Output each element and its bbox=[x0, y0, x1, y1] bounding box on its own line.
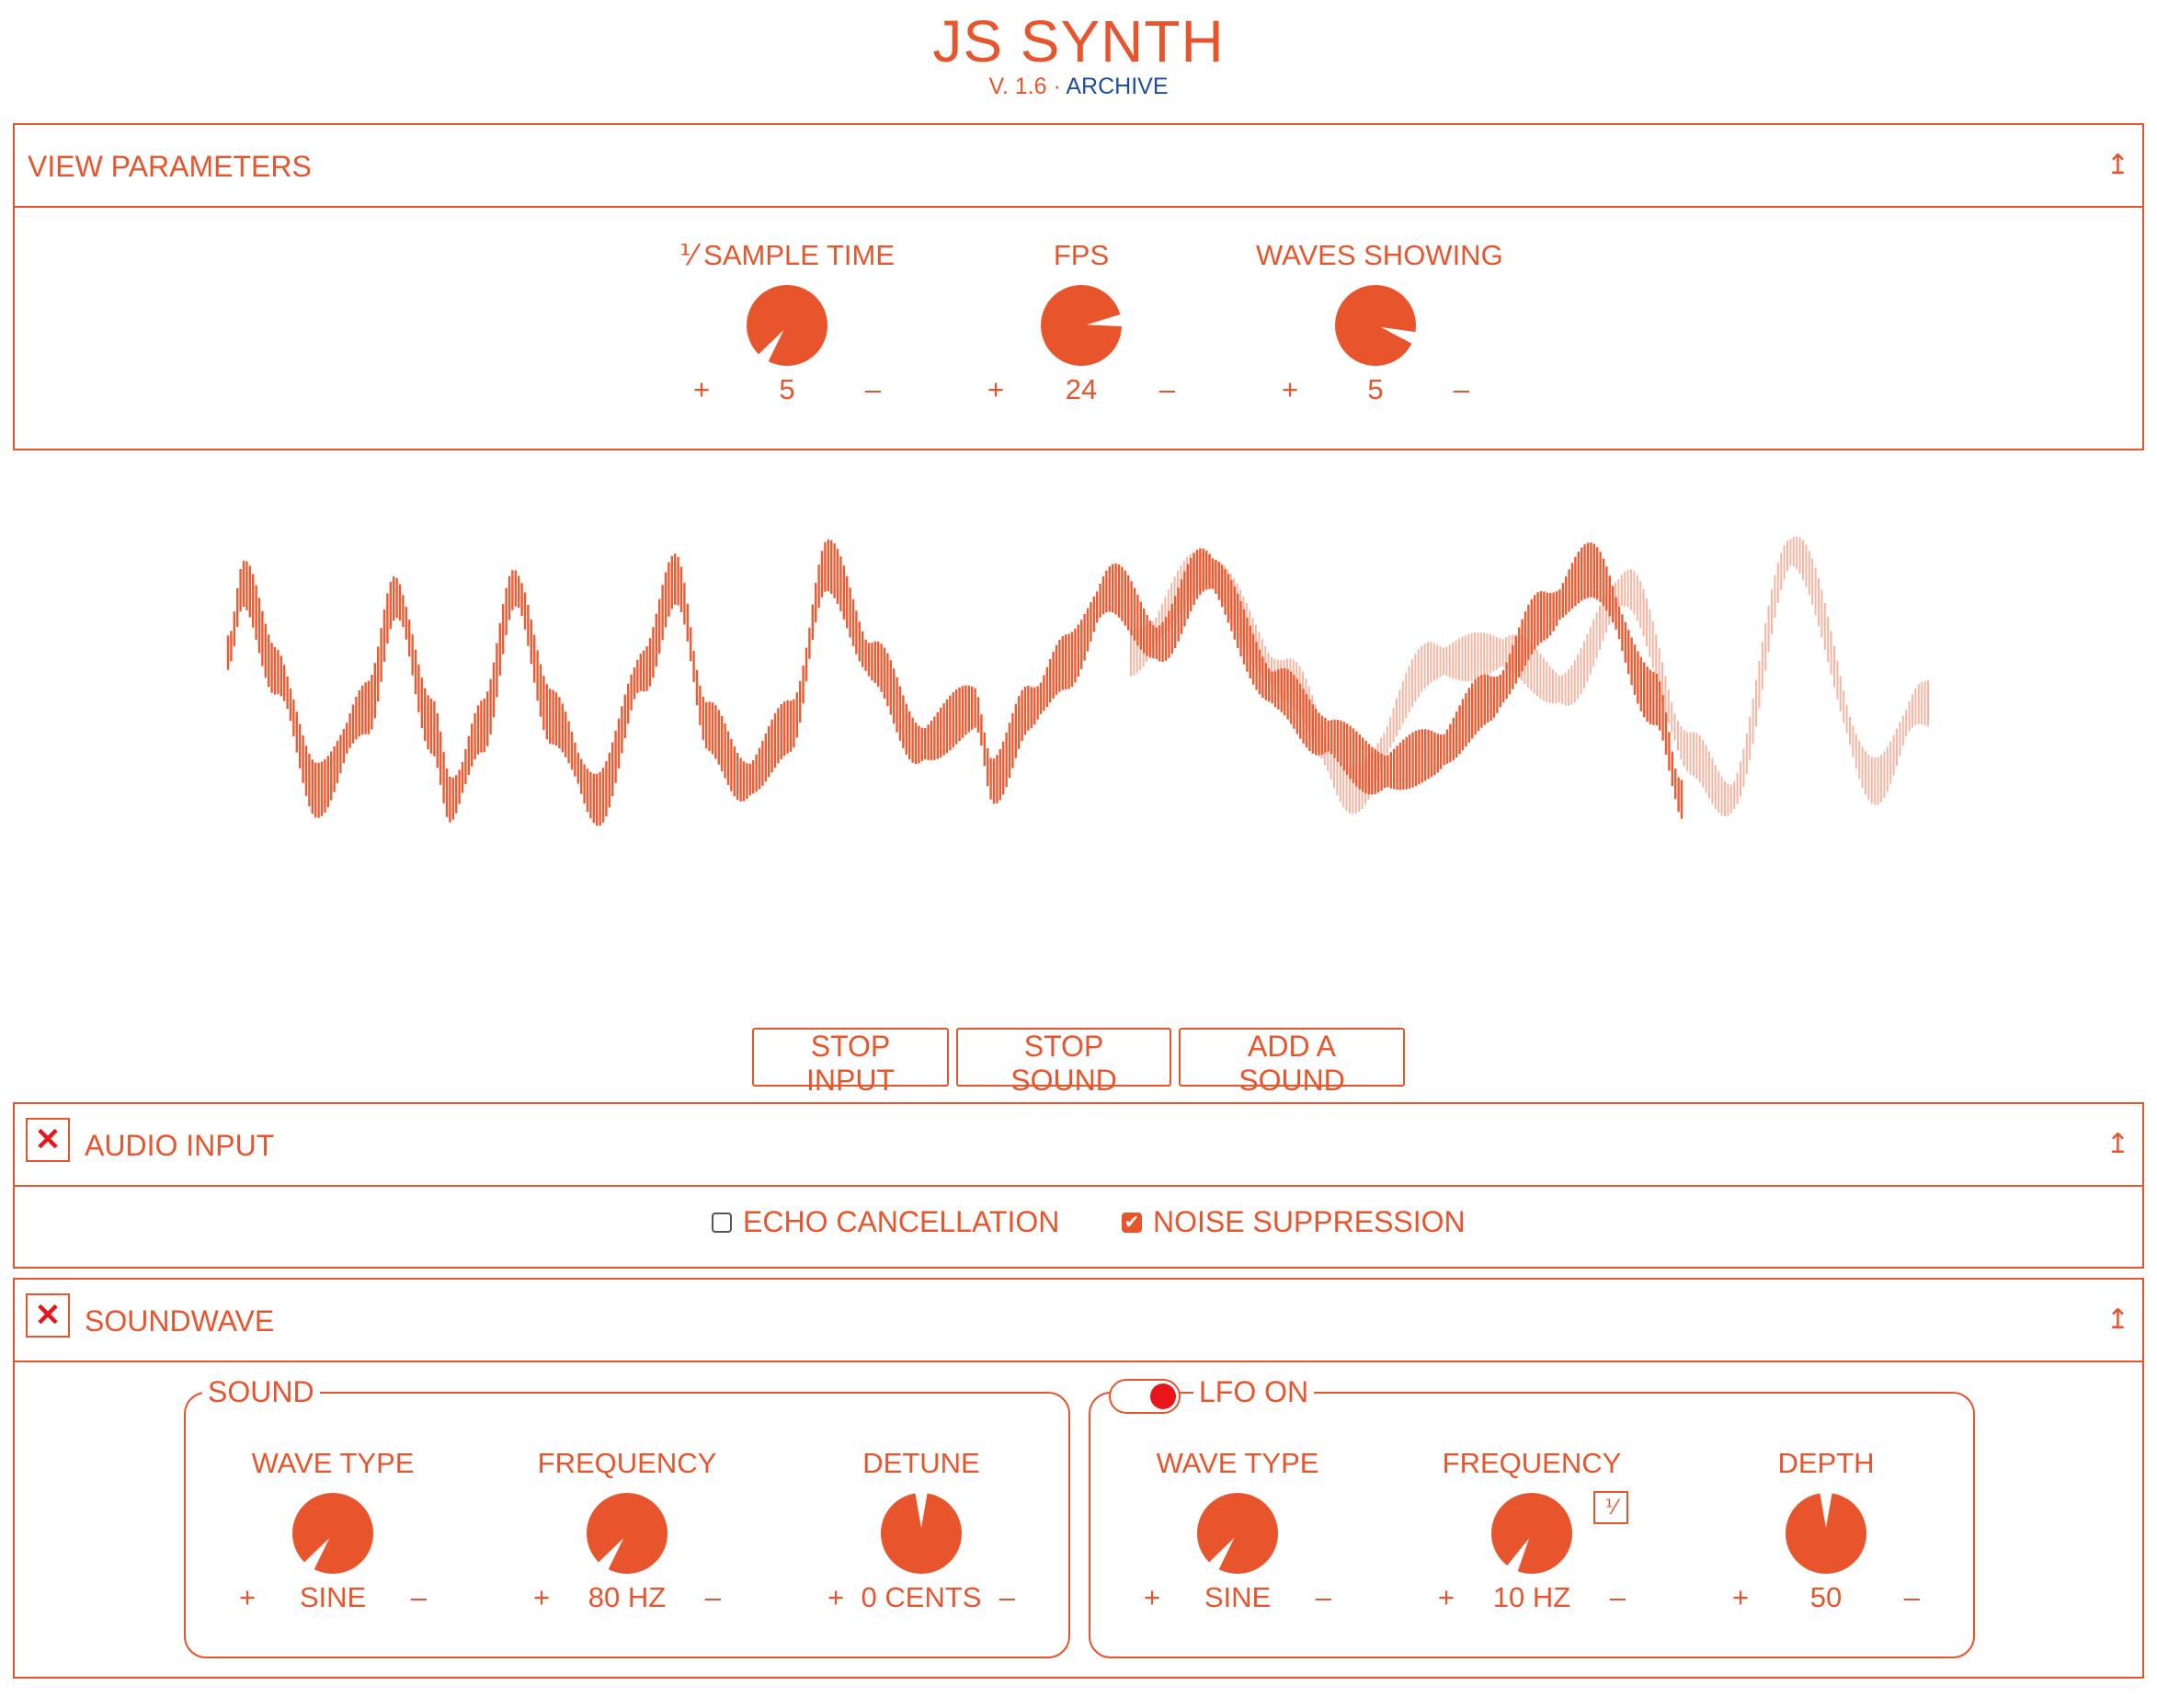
app-title: JS SYNTH bbox=[932, 8, 1225, 74]
knob-label: FPS bbox=[1053, 239, 1110, 271]
sound-frequency-control: FREQUENCY + 80 HZ – bbox=[508, 1447, 747, 1622]
decrement-button[interactable]: – bbox=[864, 373, 881, 405]
increment-button[interactable]: + bbox=[1282, 373, 1299, 405]
lfo-legend: LFO ON bbox=[1193, 1375, 1315, 1409]
view-parameters-panel: VIEW PARAMETERS ↥ ⅟ SAMPLE TIME + 5 – FP… bbox=[13, 123, 2144, 450]
fps-control: FPS + 24 – bbox=[962, 239, 1201, 414]
fps-knob[interactable] bbox=[1039, 283, 1124, 368]
sound-wave-type-knob[interactable] bbox=[291, 1491, 375, 1576]
decrement-button[interactable]: – bbox=[410, 1581, 427, 1613]
increment-button[interactable]: + bbox=[239, 1581, 257, 1613]
decrement-button[interactable]: – bbox=[704, 1581, 721, 1613]
knob-label: WAVE TYPE bbox=[251, 1447, 415, 1479]
sound-legend: SOUND bbox=[202, 1375, 320, 1409]
soundwave-title: SOUNDWAVE bbox=[85, 1304, 275, 1338]
decrement-button[interactable]: – bbox=[999, 1581, 1015, 1613]
archive-link[interactable]: ARCHIVE bbox=[1066, 74, 1169, 99]
soundwave-header[interactable]: ✕ SOUNDWAVE ↥ bbox=[15, 1280, 2142, 1362]
knob-value: 0 CENTS bbox=[861, 1581, 982, 1613]
decrement-button[interactable]: – bbox=[1315, 1581, 1331, 1613]
sound-frequency-knob[interactable] bbox=[585, 1491, 669, 1576]
stop-input-button[interactable]: STOP INPUT bbox=[752, 1028, 949, 1097]
collapse-icon[interactable]: ↥ bbox=[2106, 1304, 2129, 1335]
echo-cancellation-checkbox[interactable] bbox=[712, 1212, 732, 1233]
sample-time-knob[interactable] bbox=[745, 283, 829, 368]
waveform-display bbox=[226, 536, 1929, 826]
knob-label: DETUNE bbox=[862, 1447, 980, 1479]
sound-fieldset: SOUND bbox=[184, 1375, 1070, 1658]
audio-input-header[interactable]: ✕ AUDIO INPUT ↥ bbox=[15, 1104, 2142, 1187]
audio-input-panel: ✕ AUDIO INPUT ↥ bbox=[13, 1102, 2144, 1269]
lfo-toggle[interactable] bbox=[1109, 1379, 1181, 1414]
knob-value: 24 bbox=[1065, 373, 1098, 405]
knob-label: FREQUENCY bbox=[1442, 1447, 1622, 1479]
knob-label: DEPTH bbox=[1777, 1447, 1875, 1479]
knob-label: WAVES SHOWING bbox=[1256, 239, 1503, 271]
version-line: V. 1.6 · ARCHIVE bbox=[0, 74, 2157, 100]
waves-showing-knob[interactable] bbox=[1333, 283, 1418, 368]
lfo-frequency-knob[interactable] bbox=[1489, 1491, 1574, 1576]
sample-time-control: ⅟ SAMPLE TIME + 5 – bbox=[668, 239, 907, 414]
knob-label: FREQUENCY bbox=[537, 1447, 717, 1479]
lfo-depth-knob[interactable] bbox=[1784, 1491, 1868, 1576]
collapse-icon[interactable]: ↥ bbox=[2106, 1129, 2129, 1159]
lfo-fieldset: LFO ON bbox=[1089, 1375, 1975, 1658]
decrement-button[interactable]: – bbox=[1609, 1581, 1626, 1613]
remove-icon[interactable]: ✕ bbox=[26, 1293, 70, 1338]
increment-button[interactable]: + bbox=[1732, 1581, 1750, 1613]
echo-cancellation-option[interactable]: ECHO CANCELLATION bbox=[712, 1205, 1059, 1239]
increment-button[interactable]: + bbox=[693, 373, 711, 405]
echo-cancellation-label: ECHO CANCELLATION bbox=[743, 1205, 1060, 1238]
lfo-wave-type-knob[interactable] bbox=[1195, 1491, 1280, 1576]
sound-detune-control: DETUNE + 0 CENTS – bbox=[802, 1447, 1041, 1622]
view-parameters-title: VIEW PARAMETERS bbox=[28, 150, 312, 183]
noise-suppression-label: NOISE SUPPRESSION bbox=[1153, 1205, 1466, 1238]
knob-value: 10 HZ bbox=[1492, 1581, 1571, 1613]
decrement-button[interactable]: – bbox=[1158, 373, 1175, 405]
separator: · bbox=[1053, 74, 1061, 99]
knob-value: 80 HZ bbox=[588, 1581, 667, 1613]
remove-icon[interactable]: ✕ bbox=[26, 1118, 70, 1162]
decrement-button[interactable]: – bbox=[1903, 1581, 1920, 1613]
version-label: V. 1.6 bbox=[988, 74, 1047, 99]
knob-label: WAVE TYPE bbox=[1156, 1447, 1319, 1479]
stop-sound-button[interactable]: STOP SOUND bbox=[956, 1028, 1171, 1097]
toggle-knob bbox=[1150, 1383, 1176, 1409]
reciprocal-button[interactable]: ⅟ bbox=[1593, 1491, 1628, 1524]
increment-button[interactable]: + bbox=[1144, 1581, 1161, 1613]
knob-value: SINE bbox=[299, 1581, 367, 1613]
lfo-frequency-control: FREQUENCY + 10 HZ – bbox=[1412, 1447, 1651, 1622]
sound-wave-type-control: WAVE TYPE + SINE – bbox=[213, 1447, 452, 1622]
increment-button[interactable]: + bbox=[533, 1581, 551, 1613]
waves-showing-control: WAVES SHOWING + 5 – bbox=[1256, 239, 1503, 414]
knob-value: 5 bbox=[1367, 373, 1384, 405]
noise-suppression-checkbox[interactable]: ✔ bbox=[1122, 1212, 1142, 1233]
collapse-icon[interactable]: ↥ bbox=[2106, 150, 2129, 180]
lfo-depth-control: DEPTH + 50 – bbox=[1706, 1447, 1946, 1622]
knob-value: SINE bbox=[1204, 1581, 1272, 1613]
soundwave-panel: ✕ SOUNDWAVE ↥ bbox=[13, 1278, 2144, 1679]
knob-label: ⅟ SAMPLE TIME bbox=[679, 239, 896, 271]
add-sound-button[interactable]: ADD A SOUND bbox=[1179, 1028, 1405, 1097]
knob-value: 50 bbox=[1809, 1581, 1843, 1613]
knob-value: 5 bbox=[779, 373, 795, 405]
increment-button[interactable]: + bbox=[1438, 1581, 1455, 1613]
noise-suppression-option[interactable]: ✔ NOISE SUPPRESSION bbox=[1122, 1205, 1466, 1239]
increment-button[interactable]: + bbox=[827, 1581, 845, 1613]
view-parameters-header[interactable]: VIEW PARAMETERS ↥ bbox=[15, 125, 2142, 208]
increment-button[interactable]: + bbox=[987, 373, 1005, 405]
sound-detune-knob[interactable] bbox=[879, 1491, 964, 1576]
audio-input-title: AUDIO INPUT bbox=[85, 1129, 275, 1162]
lfo-wave-type-control: WAVE TYPE + SINE – bbox=[1118, 1447, 1357, 1622]
decrement-button[interactable]: – bbox=[1453, 373, 1469, 405]
